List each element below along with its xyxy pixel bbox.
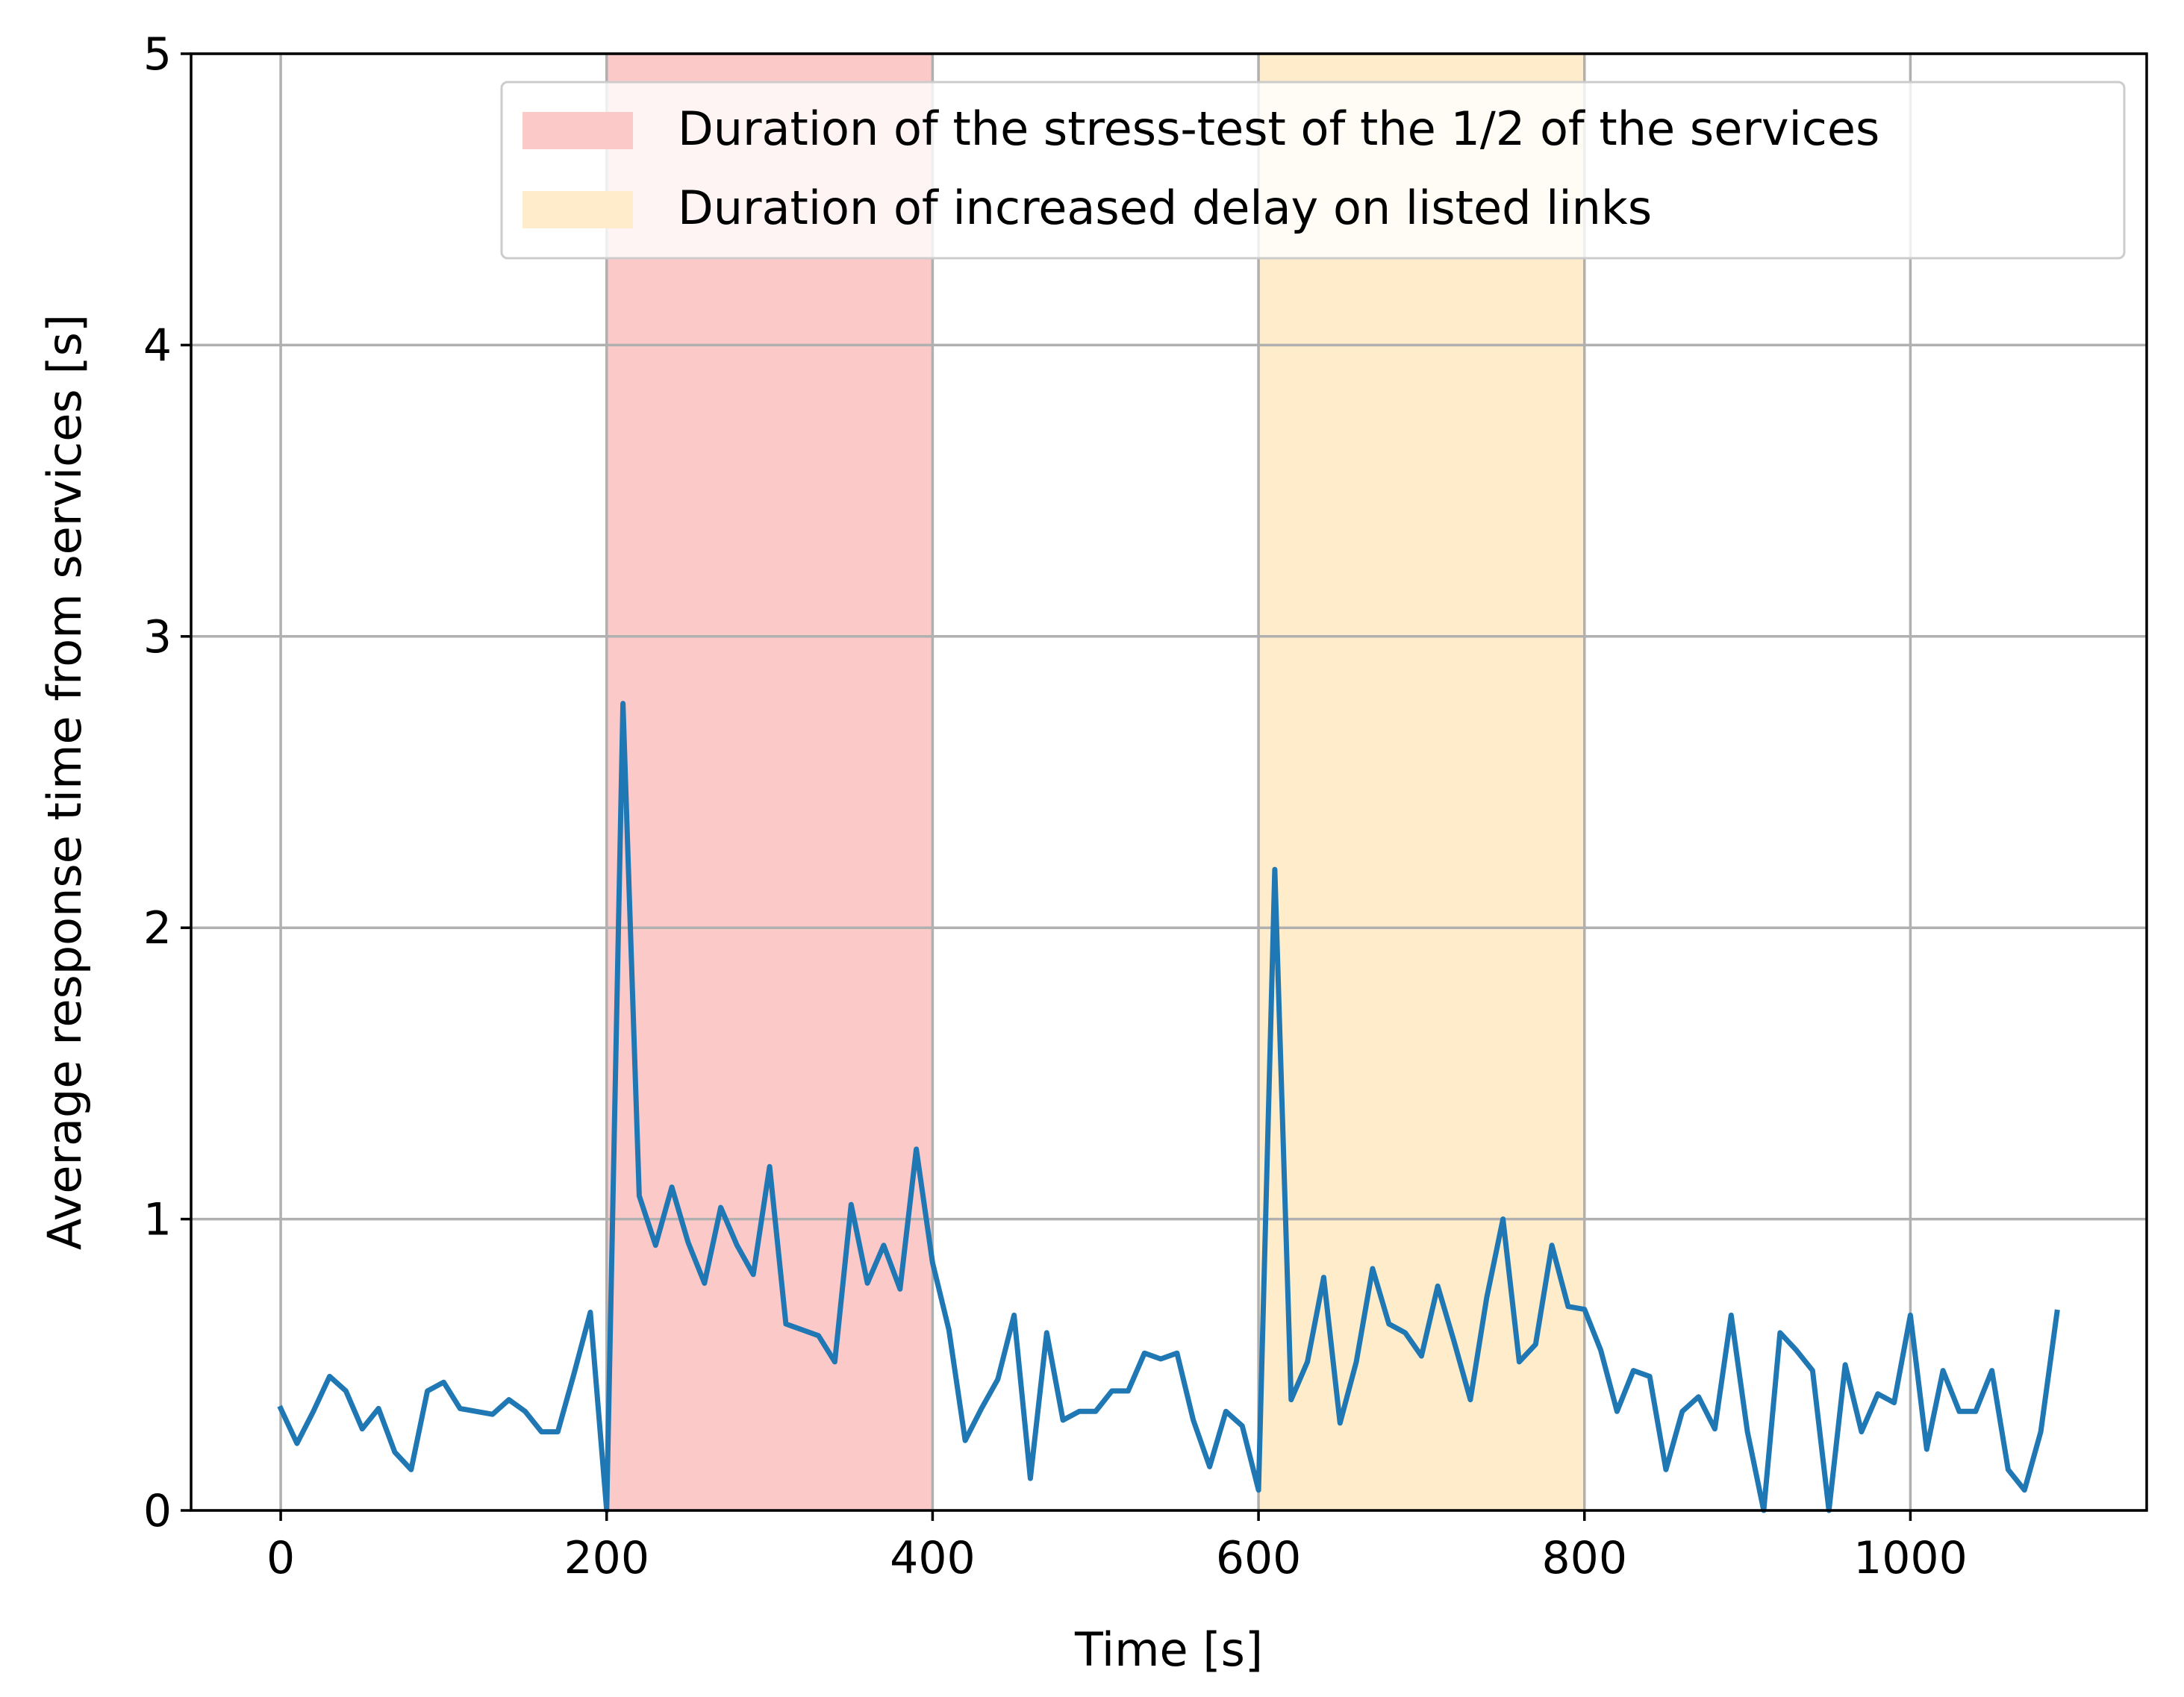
y-tick-label: 4 — [143, 319, 172, 372]
y-tick-label: 3 — [143, 611, 172, 663]
legend-swatch-increased-delay — [522, 191, 633, 228]
legend-box — [500, 81, 2126, 260]
x-tick-label: 0 — [266, 1532, 295, 1584]
span-1 — [1258, 54, 1585, 1510]
x-tick-label: 400 — [890, 1532, 976, 1584]
grid-layer — [191, 52, 2147, 1512]
legend-label-stress-test: Duration of the stress-test of the 1/2 o… — [678, 101, 1879, 156]
x-tick-label: 1000 — [1853, 1532, 1968, 1584]
x-tick-label: 800 — [1541, 1532, 1627, 1584]
y-tick-label: 5 — [143, 28, 172, 81]
legend-label-increased-delay: Duration of increased delay on listed li… — [678, 181, 1652, 235]
y-tick-label: 2 — [143, 902, 172, 954]
x-tick-label: 600 — [1216, 1532, 1302, 1584]
x-tick-label: 200 — [564, 1532, 649, 1584]
y-axis-label: Average response time from services [s] — [37, 314, 92, 1250]
plot-frame — [190, 52, 2148, 1512]
tick-layer: 0 200 400 600 800 1000 0 1 2 3 4 5 — [143, 28, 1968, 1584]
span-layer — [606, 54, 1585, 1510]
series-line-0 — [277, 701, 2060, 1513]
x-axis-label: Time [s] — [1074, 1622, 1263, 1677]
series-layer — [277, 701, 2060, 1513]
y-tick-label: 1 — [143, 1194, 172, 1246]
legend: Duration of the stress-test of the 1/2 o… — [500, 81, 2126, 260]
legend-swatch-stress-test — [522, 112, 633, 149]
y-tick-label: 0 — [143, 1485, 172, 1537]
span-0 — [606, 54, 933, 1510]
